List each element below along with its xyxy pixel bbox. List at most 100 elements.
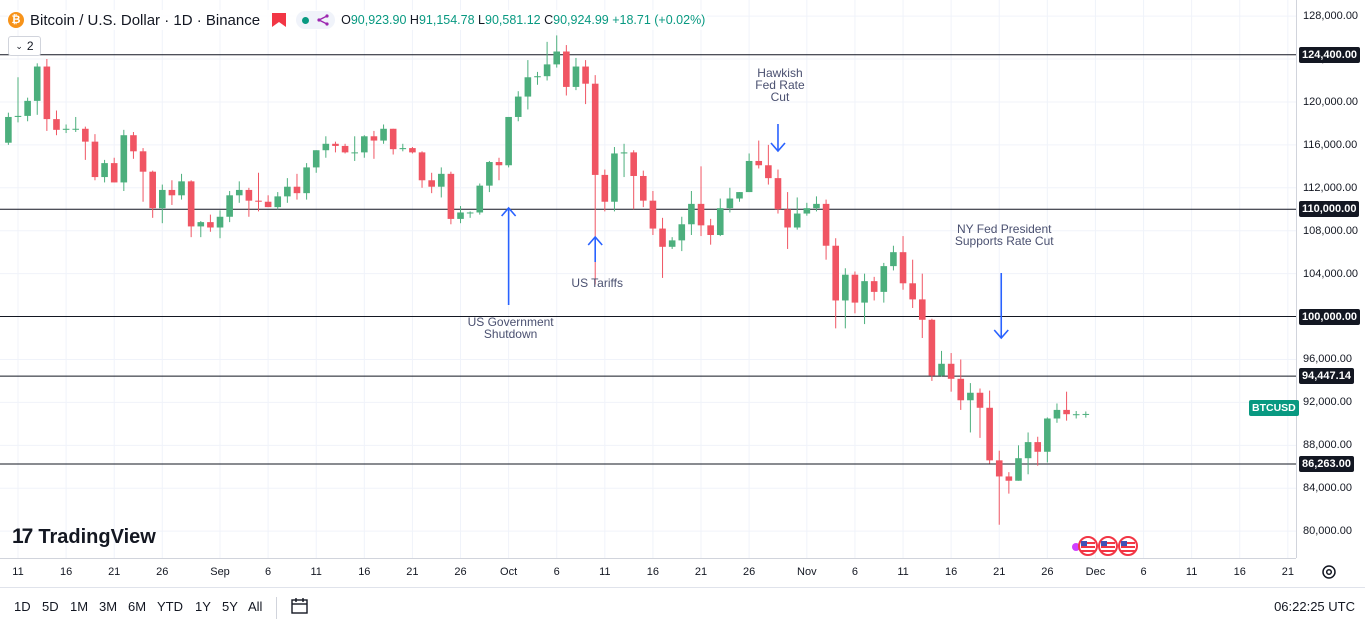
calendar-range-icon[interactable] [290,597,310,620]
candle-body [890,252,897,267]
candle-body [486,162,493,186]
dataflow-icon [317,14,329,26]
symbol-title[interactable]: Bitcoin / U.S. Dollar · 1D · Binance [30,11,261,29]
candle-body [611,153,618,202]
range-ytd-button[interactable]: YTD [157,599,183,614]
candle-body [476,185,484,213]
candle-body [659,228,666,247]
candle-body [33,66,41,101]
candle-body [72,128,80,130]
time-tick-label: 6 [1140,566,1147,578]
price-tick-label: 112,000.00 [1303,181,1358,194]
time-tick-label: 21 [993,566,1006,578]
time-tick-label: 16 [358,566,371,578]
candle-body [197,222,205,227]
candle-body [563,51,570,87]
candle-body [1005,476,1013,481]
range-5y-button[interactable]: 5Y [222,599,238,614]
annotation-text: US Government Shutdown [467,315,554,341]
candle-body [284,186,291,197]
symbol-legend: ₿ Bitcoin / U.S. Dollar · 1D · Binance O… [8,10,708,30]
candlestick-chart[interactable] [0,0,1296,558]
range-all-button[interactable]: All [248,599,263,614]
annotation-arrow-head [501,206,517,217]
close-value: 90,924.99 [553,13,609,27]
candle-body [534,76,541,78]
high-value: 91,154.78 [418,13,475,27]
candle-body [861,281,868,303]
gear-icon[interactable] [1320,563,1338,581]
time-tick-label: 21 [108,566,121,578]
candle-body [784,209,791,228]
candle-body [245,189,253,201]
utc-clock[interactable]: 06:22:25 UTC [1274,599,1355,614]
candle-body [409,148,416,153]
time-tick-label: 16 [945,566,958,578]
candle-body [168,189,176,196]
candle-body [341,145,349,153]
candle-body [707,225,714,236]
time-tick-label: 11 [599,566,611,578]
candle-body [755,160,763,166]
candle-body [649,200,657,229]
candle-body [774,178,782,210]
bottom-toolbar: 1D 5D 1M 3M 6M YTD 1Y 5Y All 06:22:25 UT… [0,587,1365,630]
candle-body [514,96,522,117]
economic-events[interactable] [1068,535,1140,558]
candle-body [235,189,243,196]
candle-body [495,162,503,166]
candle-body [553,51,561,65]
grid [0,0,1296,558]
range-3m-button[interactable]: 3M [99,599,118,614]
candle-body [428,180,435,187]
candle-body [361,136,368,153]
candle-body [226,195,233,217]
candle-body [938,363,945,376]
candle-body [255,200,262,202]
indicators-toggle-button[interactable]: ⌄ 2 [8,36,41,56]
annotation-arrow-head [993,329,1009,340]
candle-body [880,266,888,292]
candle-body [101,163,108,178]
price-tick-label: 84,000.00 [1303,482,1352,495]
candle-body [813,203,820,209]
candle-body [187,181,195,227]
time-axis[interactable]: 11 16 21 26 Sep 6 11 16 21 26 Oct 6 11 16 21 26 Nov 6 11 16… [0,558,1296,586]
flag-icon[interactable] [272,13,287,27]
candle-body [832,245,839,301]
candle-body [572,66,580,87]
range-5d-button[interactable]: 5D [42,599,59,614]
candle-body [53,119,60,130]
range-1m-button[interactable]: 1M [70,599,89,614]
chart-area[interactable]: US Government Shutdown US Tariffs Hawkish … [0,0,1296,558]
candle-body [745,160,753,193]
price-tick-label: 128,000.00 [1303,10,1359,23]
time-tick-label: 26 [1041,566,1054,578]
price-axis[interactable]: 80,000.00 84,000.00 88,000.00 92,000.00 96,0… [1296,0,1365,558]
candle-body [947,363,955,379]
range-1d-button[interactable]: 1D [14,599,31,614]
time-tick-label: Dec [1085,566,1106,578]
annotation-arrow-head [587,235,603,246]
price-tick-label: 120,000.00 [1303,95,1359,108]
us-flag-events-icon[interactable] [1068,535,1140,557]
candle-body [91,141,99,178]
candle-body [822,203,830,246]
tradingview-logo[interactable]: 17 TradingView [12,525,156,549]
candle-body [640,175,647,201]
candle-body [1034,442,1042,452]
range-1y-button[interactable]: 1Y [195,599,211,614]
time-tick-label: 11 [1185,566,1198,578]
candle-body [995,460,1003,477]
candle-body [688,203,695,225]
candle-body [264,201,272,208]
ohlc-readout: O90,923.90 H91,154.78 L90,581.12 C90,924… [341,13,706,27]
range-6m-button[interactable]: 6M [128,599,147,614]
candle-body [43,66,51,120]
candle-body [1053,409,1061,419]
time-tick-label: Oct [500,566,518,578]
time-tick-label: 6 [851,566,858,578]
candle-body [418,152,426,181]
candle-body [726,198,734,209]
market-status-pill[interactable] [296,11,336,29]
